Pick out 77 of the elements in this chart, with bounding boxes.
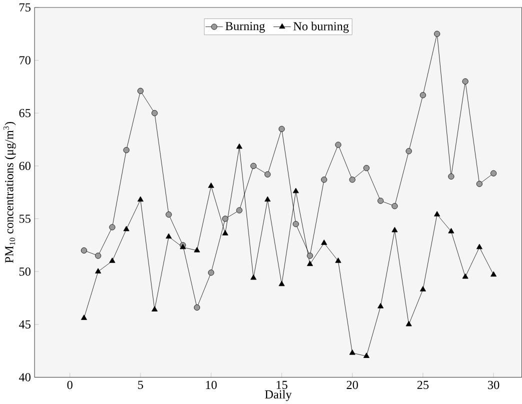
- point: [406, 148, 412, 154]
- point: [123, 146, 130, 153]
- point: [250, 162, 257, 169]
- point: [222, 230, 228, 236]
- y-tick-label: 45: [19, 320, 30, 328]
- point: [434, 30, 440, 37]
- point: [490, 271, 497, 276]
- point: [335, 142, 342, 148]
- legend-label: Burning: [225, 22, 265, 32]
- y-tick-label: 60: [19, 162, 30, 170]
- point: [476, 180, 482, 187]
- point: [363, 352, 370, 358]
- point: [208, 182, 214, 188]
- x-tick-label: 5: [138, 380, 144, 389]
- y-tick-label: 65: [19, 108, 30, 117]
- point: [222, 215, 228, 222]
- point: [264, 171, 271, 178]
- point: [462, 273, 468, 278]
- point: [152, 306, 158, 312]
- point: [123, 226, 130, 231]
- point: [137, 88, 144, 94]
- point: [236, 207, 242, 214]
- point: [306, 252, 314, 259]
- point: [378, 198, 384, 204]
- point: [420, 286, 426, 292]
- x-tick-label: 0: [67, 380, 72, 389]
- point: [378, 302, 384, 308]
- point: [278, 280, 285, 286]
- point: [349, 176, 356, 182]
- point: [321, 239, 328, 245]
- point: [406, 320, 412, 326]
- x-axis-title: Daily: [264, 390, 292, 401]
- y-tick-label: 40: [19, 372, 30, 382]
- point: [166, 211, 172, 218]
- point: [278, 126, 285, 132]
- point: [109, 224, 116, 230]
- y-tick-label: 50: [19, 267, 30, 276]
- y-axis-title: PM$_{10}$ concentrations (μg/m$^{3}$): [3, 122, 16, 263]
- point: [462, 78, 468, 84]
- point: [434, 210, 440, 216]
- point: [166, 233, 172, 238]
- point: [448, 228, 454, 234]
- point: [363, 164, 370, 171]
- point: [392, 202, 398, 209]
- point: [80, 247, 88, 254]
- point: [292, 188, 299, 193]
- point: [476, 244, 482, 249]
- point: [420, 92, 426, 98]
- point: [335, 257, 342, 263]
- point: [95, 268, 102, 274]
- x-tick-label: 30: [488, 380, 500, 389]
- point: [448, 173, 454, 180]
- point: [292, 220, 299, 227]
- legend-label: No burning: [293, 22, 349, 33]
- point: [306, 260, 313, 266]
- point: [208, 269, 214, 276]
- y-tick-label: 55: [19, 214, 30, 223]
- y-tick-label: 75: [20, 3, 30, 12]
- x-tick-label: 25: [417, 380, 429, 389]
- point: [250, 274, 256, 280]
- point: [392, 226, 398, 232]
- point: [95, 252, 102, 259]
- point: [109, 257, 116, 263]
- point: [152, 110, 158, 116]
- x-tick-label: 15: [276, 380, 288, 389]
- point: [194, 304, 200, 310]
- point: [349, 349, 356, 355]
- point: [236, 143, 242, 149]
- point: [194, 246, 200, 252]
- point: [264, 196, 271, 202]
- x-tick-label: 10: [206, 380, 217, 389]
- point: [490, 170, 497, 176]
- y-tick-label: 70: [20, 56, 30, 64]
- point: [137, 196, 144, 202]
- point: [321, 176, 328, 182]
- x-tick-label: 20: [346, 380, 358, 389]
- point: [80, 314, 88, 320]
